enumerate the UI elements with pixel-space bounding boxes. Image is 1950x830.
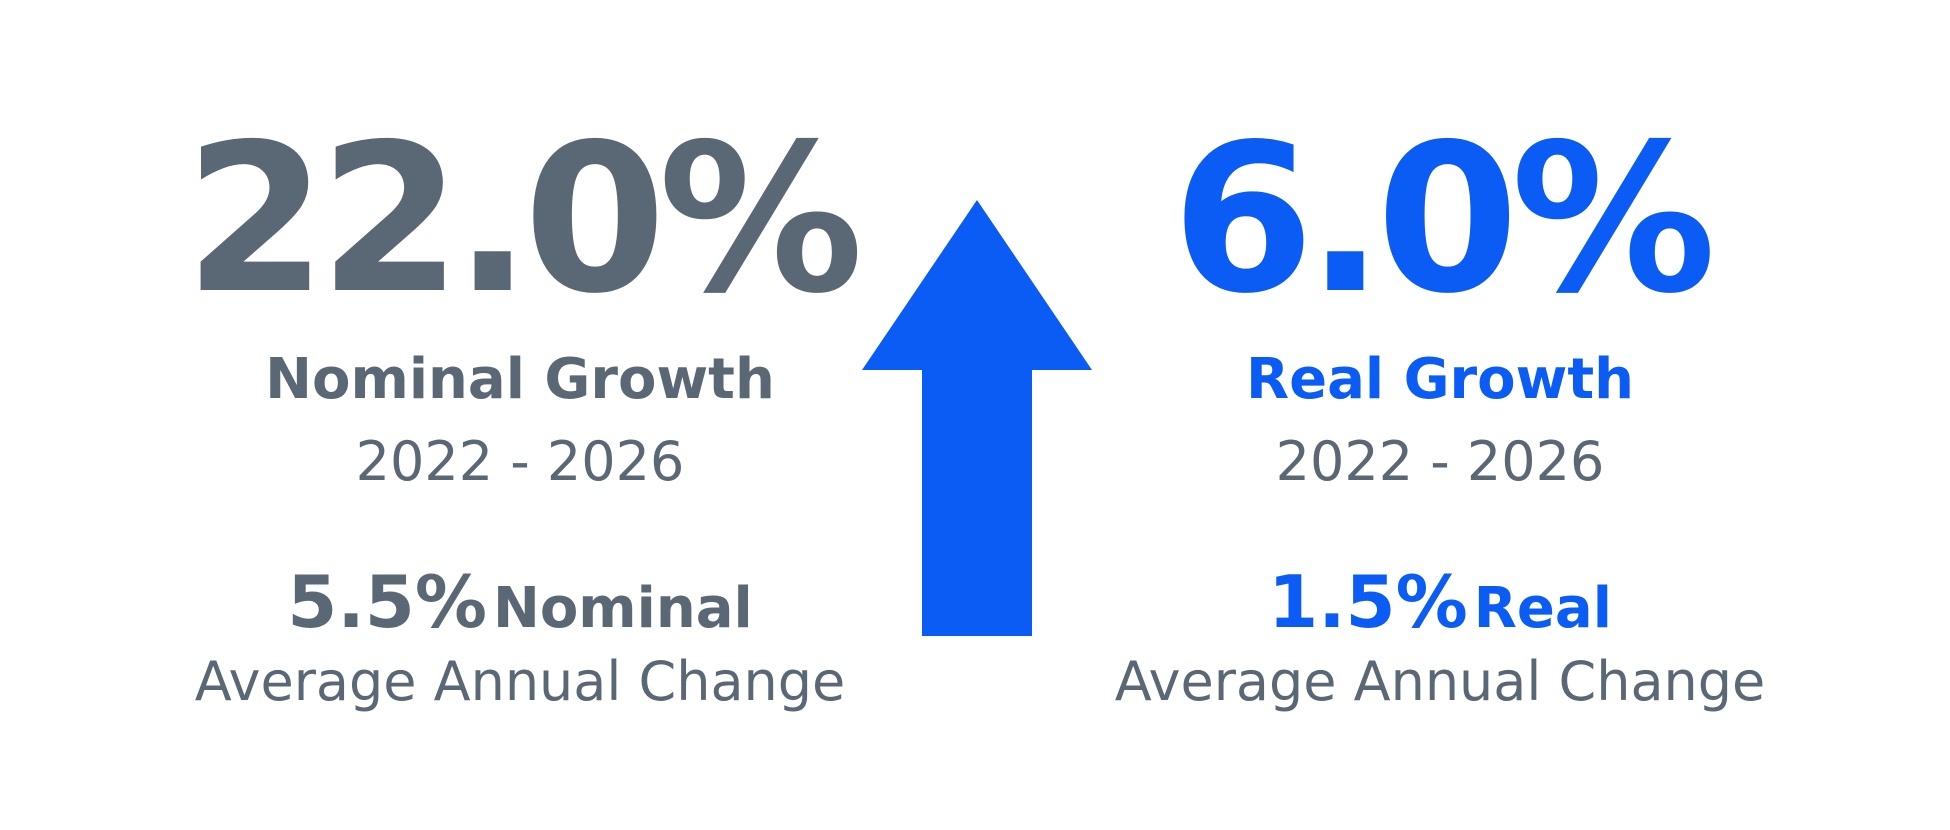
nominal-annual-change: 5.5% Nominal — [170, 562, 870, 662]
nominal-growth-value: 22.0% — [184, 101, 863, 339]
up-arrow-icon — [862, 200, 1092, 636]
nominal-annual-unit: Nominal — [492, 576, 753, 641]
nominal-annual-value: 5.5% — [287, 560, 487, 644]
real-growth-panel: 6.0% Real Growth 2022 - 2026 1.5% Real Av… — [1090, 0, 1790, 830]
real-growth-value: 6.0% — [1171, 101, 1717, 339]
up-arrow-shape — [862, 200, 1092, 636]
nominal-annual-caption: Average Annual Change — [194, 650, 846, 713]
real-growth-period: 2022 - 2026 — [1275, 430, 1605, 493]
real-annual-change: 1.5% Real — [1090, 562, 1790, 662]
real-annual-unit: Real — [1473, 576, 1612, 641]
nominal-growth-label: Nominal Growth — [265, 347, 775, 412]
real-growth-label: Real Growth — [1245, 347, 1634, 412]
nominal-growth-period: 2022 - 2026 — [355, 430, 685, 493]
real-annual-value: 1.5% — [1268, 560, 1468, 644]
nominal-growth-panel: 22.0% Nominal Growth 2022 - 2026 5.5% Nom… — [170, 0, 870, 830]
real-annual-caption: Average Annual Change — [1114, 650, 1766, 713]
